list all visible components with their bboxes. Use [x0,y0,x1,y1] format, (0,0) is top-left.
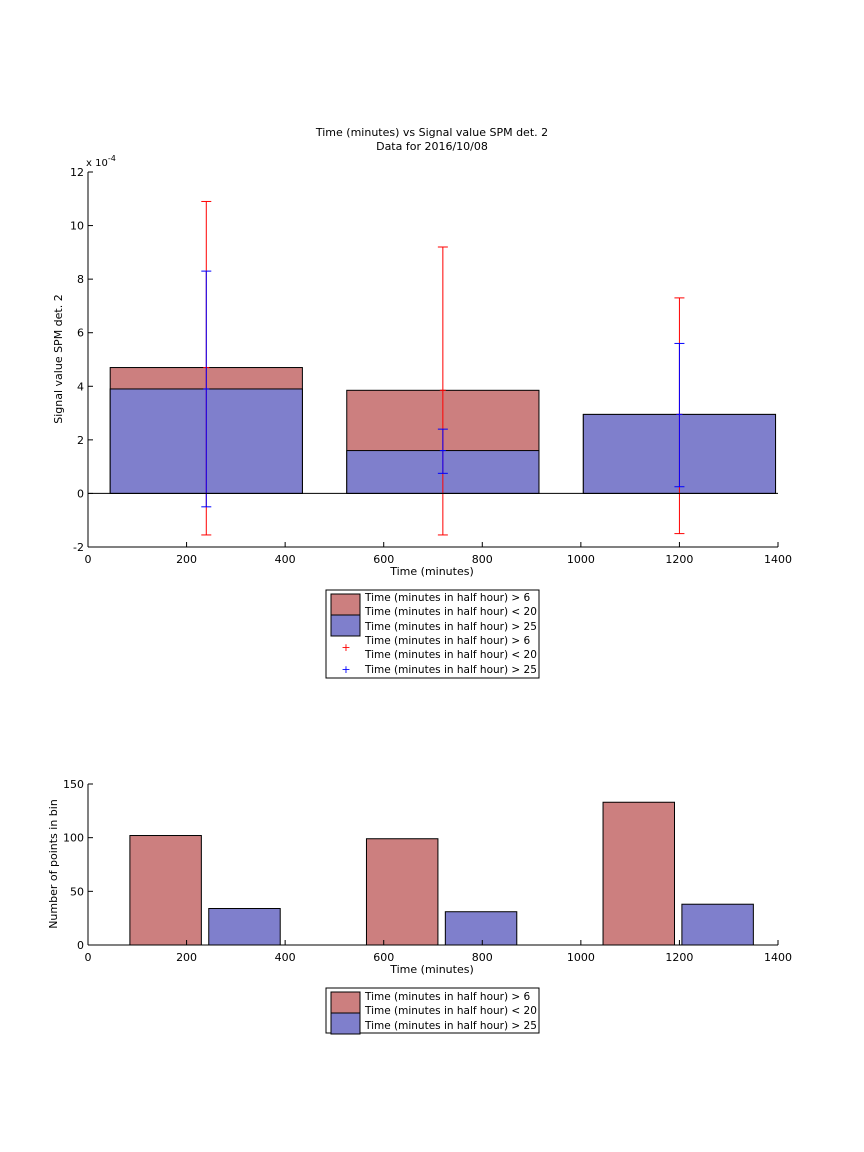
y-tick-label: 150 [63,778,84,791]
x-tick-label: 1400 [764,553,792,566]
y-exponent-power: -4 [108,154,116,163]
chart-title: Time (minutes) vs Signal value SPM det. … [315,126,548,139]
bar [208,908,281,946]
y-tick-label: 4 [77,380,84,393]
bar [365,838,439,946]
legend-box [325,589,540,679]
x-axis-label: Time (minutes) [389,963,474,976]
x-tick-label: 800 [472,951,493,964]
x-axis-label: Time (minutes) [389,565,474,578]
bottom-axes: 0 200 400 600 800 1000 1200 1400 0 50 100 150 [63,778,792,964]
x-tick-label: 1000 [567,553,595,566]
legend-label: Time (minutes in half hour) > 25 [364,1020,537,1032]
legend-label: Time (minutes in half hour) > 6 [364,592,531,604]
legend-label: Time (minutes in half hour) < 20 [364,1005,537,1017]
x-tick-label: 1200 [665,553,693,566]
y-tick-label: 8 [77,273,84,286]
legend-swatch-blue [330,1012,361,1035]
y-axis-label: Signal value SPM det. 2 [52,294,65,424]
x-tick-label: 1200 [665,951,693,964]
legend-marker-red: + [341,641,350,654]
x-tick-label: 800 [472,553,493,566]
bar [681,903,754,946]
bottom-bars [129,801,754,946]
bar [602,801,675,946]
x-tick-label: 0 [85,553,92,566]
y-tick-label: 0 [77,487,84,500]
x-tick-label: 400 [275,951,296,964]
bottom-legend: Time (minutes in half hour) > 6 Time (mi… [325,987,540,1035]
y-tick-label: 50 [70,885,84,898]
legend-swatch-blue [330,614,361,637]
x-tick-label: 600 [373,553,394,566]
x-tick-label: 200 [176,951,197,964]
y-exponent-label: x 10-4 [86,154,116,169]
x-tick-label: 0 [85,951,92,964]
top-error-bars [201,200,685,536]
y-exponent-base: x 10 [86,158,108,169]
chart-subtitle: Data for 2016/10/08 [376,140,488,153]
y-tick-label: 2 [77,434,84,447]
y-axis-label: Number of points in bin [47,799,60,929]
legend-swatch-red [330,593,361,616]
bar [444,911,518,946]
legend-label: Time (minutes in half hour) > 6 [364,635,531,647]
y-tick-label: 12 [70,166,84,179]
legend-box [325,987,540,1034]
y-tick-label: 0 [77,939,84,952]
x-tick-label: 1000 [567,951,595,964]
top-chart: Time (minutes) vs Signal value SPM det. … [52,126,792,578]
legend-label: Time (minutes in half hour) < 20 [364,606,537,618]
legend-label: Time (minutes in half hour) > 25 [364,664,537,676]
legend-swatch-red [330,991,361,1014]
legend-label: Time (minutes in half hour) > 25 [364,621,537,633]
legend-marker-blue: + [341,663,350,676]
y-tick-label: 100 [63,832,84,845]
x-tick-label: 400 [275,553,296,566]
y-tick-label: 10 [70,220,84,233]
x-tick-label: 1400 [764,951,792,964]
x-tick-label: 200 [176,553,197,566]
y-tick-label: -2 [73,541,84,554]
bar [129,835,202,946]
top-legend: Time (minutes in half hour) > 6 Time (mi… [325,589,540,679]
x-tick-label: 600 [373,951,394,964]
legend-label: Time (minutes in half hour) < 20 [364,649,537,661]
legend-label: Time (minutes in half hour) > 6 [364,991,531,1003]
bottom-chart: 0 200 400 600 800 1000 1200 1400 0 50 100 150 Time … [47,778,792,976]
y-tick-label: 6 [77,327,84,340]
